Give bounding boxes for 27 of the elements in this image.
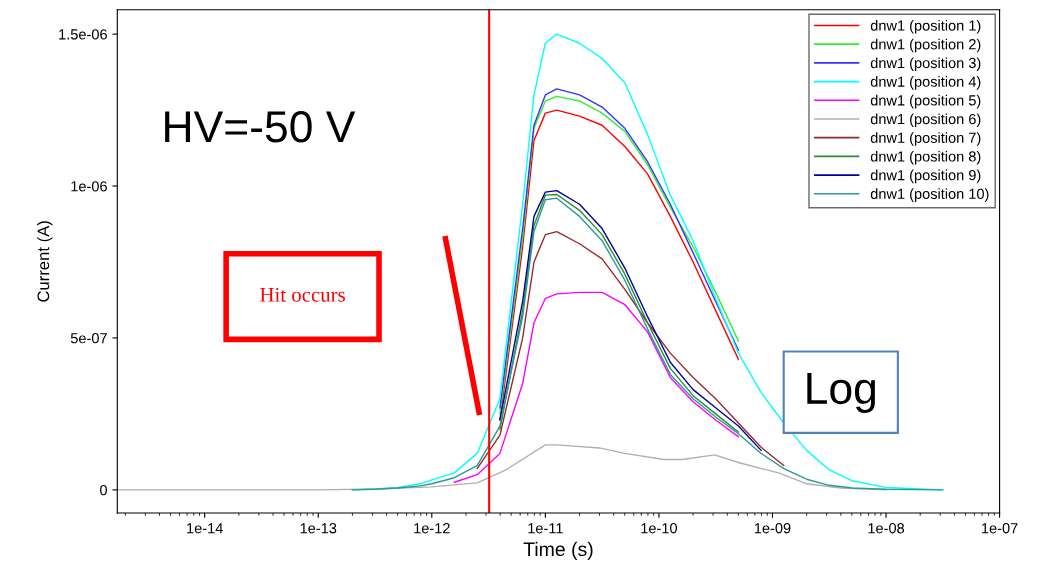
annotation: Log <box>807 373 875 413</box>
legend-label: dnw1 (position 9) <box>870 169 981 184</box>
y-tick-label: 5e-07 <box>70 333 107 344</box>
y-tick-label: 1e-06 <box>71 181 107 192</box>
legend-label: dnw1 (position 10) <box>870 188 989 202</box>
x-tick-label: 1e-11 <box>528 523 563 534</box>
legend-label: dnw1 (position 2) <box>870 38 981 53</box>
legend-label: dnw1 (position 1) <box>870 20 981 34</box>
x-tick-label: 1e-07 <box>982 523 1018 534</box>
legend-label: dnw1 (position 8) <box>870 150 981 165</box>
legend-label: dnw1 (position 3) <box>870 57 981 72</box>
legend-label: dnw1 (position 6) <box>870 113 981 128</box>
y-axis-title: Current (A) <box>37 221 53 302</box>
y-tick-label: 1.5e-06 <box>59 29 107 40</box>
annotation: HV=-50 V <box>165 111 356 143</box>
y-tick-label: 0 <box>100 484 107 496</box>
legend-label: dnw1 (position 4) <box>870 76 981 90</box>
x-tick-label: 1e-13 <box>300 523 337 534</box>
x-axis-title: Time (s) <box>523 541 593 560</box>
x-tick-label: 1e-09 <box>754 523 791 534</box>
annotation: Hit occurs <box>260 287 345 302</box>
legend-label: dnw1 (position 7) <box>870 132 981 146</box>
legend-label: dnw1 (position 5) <box>870 94 981 109</box>
x-tick-label: 1e-12 <box>414 523 450 534</box>
x-tick-label: 1e-14 <box>187 523 223 534</box>
x-tick-label: 1e-10 <box>641 523 677 534</box>
x-tick-label: 1e-08 <box>868 523 905 534</box>
